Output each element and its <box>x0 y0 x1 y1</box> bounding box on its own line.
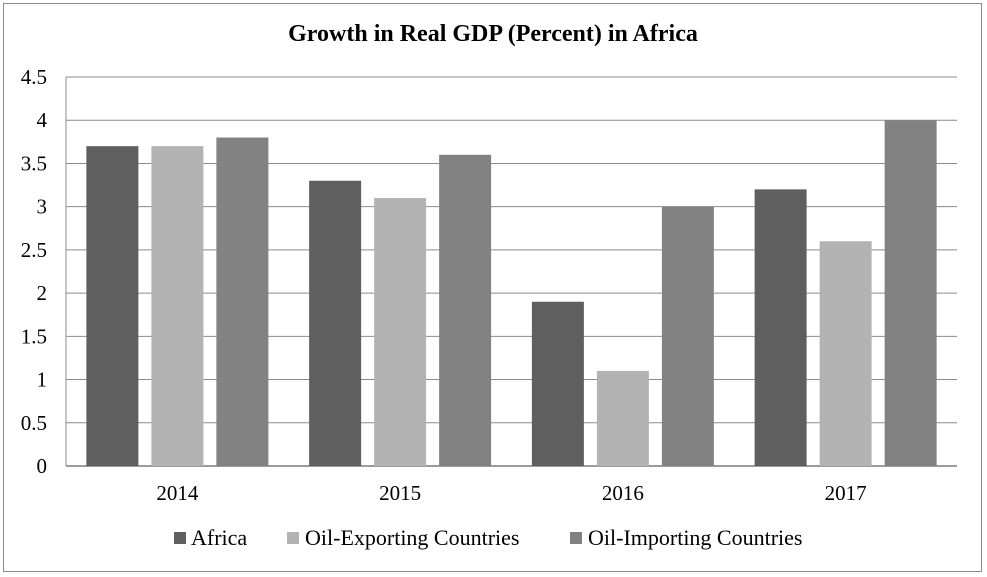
x-tick-label: 2016 <box>602 481 644 505</box>
x-tick-label: 2017 <box>825 481 867 505</box>
legend-swatch-oil-exporting-countries <box>287 532 299 544</box>
legend-label: Oil-Importing Countries <box>588 525 802 550</box>
bar-africa-2014 <box>86 146 139 466</box>
legend-swatch-oil-importing-countries <box>570 532 582 544</box>
bar-oil-exporting-countries-2017 <box>819 241 872 466</box>
y-tick-label: 0.5 <box>21 411 47 435</box>
bar-oil-importing-countries-2014 <box>216 137 269 466</box>
y-tick-label: 2 <box>37 281 48 305</box>
x-axis-ticks: 2014 2015 2016 2017 <box>156 481 866 505</box>
bar-oil-importing-countries-2017 <box>884 120 937 466</box>
bar-africa-2015 <box>309 180 362 466</box>
y-axis-ticks: 0 0.5 1 1.5 2 2.5 3 3.5 4 4.5 <box>21 65 48 478</box>
bar-africa-2017 <box>754 189 807 466</box>
legend: Africa Oil-Exporting Countries Oil-Importi… <box>174 525 802 550</box>
bar-oil-importing-countries-2016 <box>661 206 714 466</box>
x-tick-label: 2014 <box>156 481 199 505</box>
bar-oil-exporting-countries-2014 <box>151 146 204 466</box>
bar-oil-importing-countries-2015 <box>439 154 492 467</box>
y-tick-label: 1 <box>37 368 48 392</box>
y-tick-label: 3 <box>37 195 48 219</box>
y-tick-label: 3.5 <box>21 151 47 175</box>
bars <box>86 120 937 467</box>
legend-label: Oil-Exporting Countries <box>305 525 519 550</box>
gridlines <box>65 76 957 467</box>
y-tick-label: 4.5 <box>21 65 47 89</box>
legend-label: Africa <box>191 525 247 550</box>
chart-title: Growth in Real GDP (Percent) in Africa <box>288 21 698 47</box>
y-tick-label: 0 <box>37 454 48 478</box>
legend-swatch-africa <box>174 532 186 544</box>
bar-oil-exporting-countries-2015 <box>374 198 427 466</box>
x-tick-label: 2015 <box>379 481 421 505</box>
y-tick-label: 2.5 <box>21 238 47 262</box>
bar-africa-2016 <box>531 301 584 466</box>
y-tick-label: 4 <box>37 108 48 132</box>
y-tick-label: 1.5 <box>21 324 47 348</box>
bar-oil-exporting-countries-2016 <box>596 370 649 466</box>
